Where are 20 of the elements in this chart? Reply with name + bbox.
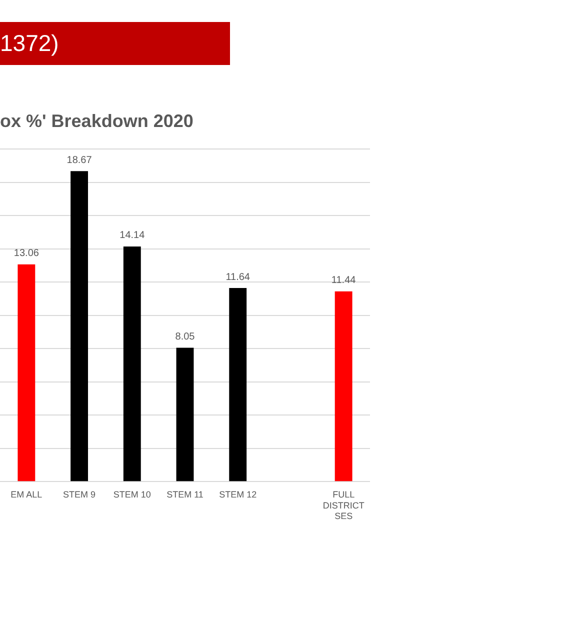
chart-title: 1372)	[0, 30, 59, 57]
bar	[70, 171, 88, 482]
bar	[334, 291, 352, 482]
data-label: 8.05	[175, 331, 196, 342]
data-label: 11.64	[226, 272, 250, 283]
data-label: 18.67	[66, 154, 92, 166]
x-tick-label: STEM 10	[113, 489, 151, 500]
data-label: 13.06	[14, 248, 40, 260]
data-label: 14.14	[120, 230, 146, 242]
bar	[229, 288, 247, 482]
bar	[123, 246, 141, 482]
bar	[176, 348, 194, 482]
bar	[18, 264, 36, 482]
data-label: 11.44	[331, 275, 356, 286]
x-tick-label: STEM 11	[166, 489, 204, 500]
x-tick-label: EM ALL	[10, 489, 42, 500]
chart-subtitle: ox %' Breakdown 2020	[0, 111, 194, 132]
x-tick-label: STEM 12	[219, 489, 257, 500]
x-tick-label: FULL DISTRICT SES	[322, 489, 365, 522]
x-tick-label: STEM 9	[63, 489, 96, 500]
